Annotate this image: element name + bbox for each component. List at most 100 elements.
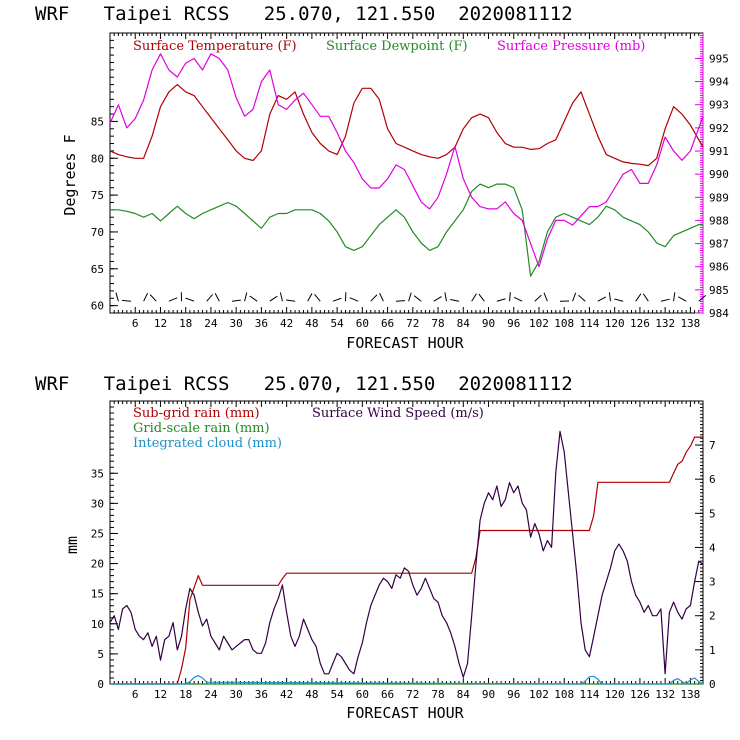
x-tick-label: 42	[280, 688, 293, 701]
x-tick-label: 138	[680, 688, 700, 701]
x-tick-label: 60	[356, 688, 369, 701]
panel-2-x-axis-label: FORECAST HOUR	[346, 704, 464, 722]
wind-barbs	[115, 292, 707, 302]
wind-barb	[185, 297, 195, 302]
x-tick-label: 114	[580, 317, 600, 330]
wind-barb	[314, 293, 321, 302]
x-tick-label: 126	[630, 688, 650, 701]
x-tick-label: 30	[230, 317, 243, 330]
wind-barb	[496, 298, 506, 302]
wind-barb	[168, 297, 178, 302]
wind-barb	[307, 293, 313, 302]
wind-barb	[597, 296, 607, 302]
x-tick-label: 36	[255, 317, 268, 330]
y-left-tick-label: 25	[91, 527, 104, 540]
panel-1-x-axis-label: FORECAST HOUR	[346, 334, 464, 352]
x-tick-label: 132	[655, 688, 675, 701]
x-tick-label: 90	[482, 317, 495, 330]
x-tick-label: 78	[431, 317, 444, 330]
wind-barb	[635, 293, 642, 302]
y-right-tick-label: 3	[709, 576, 716, 589]
wind-barb	[395, 300, 405, 302]
y-left-tick-label: 80	[91, 152, 104, 165]
y-left-tick-label: 75	[91, 189, 104, 202]
wind-barb	[269, 295, 278, 302]
surface-temperature-line	[109, 84, 704, 167]
y-left-tick-label: 70	[91, 226, 104, 239]
x-tick-label: 42	[280, 317, 293, 330]
wind-barb	[433, 296, 442, 302]
y-right-tick-label: 0	[709, 678, 716, 691]
legend-surface-wind-speed: Surface Wind Speed (m/s)	[312, 406, 484, 421]
x-tick-label: 66	[381, 688, 394, 701]
wind-barb	[608, 292, 611, 302]
x-tick-label: 96	[507, 317, 520, 330]
wind-barb	[206, 294, 214, 302]
x-tick-label: 36	[255, 688, 268, 701]
x-tick-label: 12	[154, 317, 167, 330]
panel-2-title: WRF Taipei RCSS 25.070, 121.550 20200811…	[35, 373, 573, 395]
x-tick-label: 138	[680, 317, 700, 330]
y-left-tick-label: 30	[91, 497, 104, 510]
y-right-tick-label: 995	[709, 52, 729, 65]
legend-surface-temperature: Surface Temperature (F)	[133, 39, 297, 54]
y-right-tick-label: 1	[709, 644, 716, 657]
x-tick-label: 84	[457, 688, 471, 701]
sub-grid-rain-line	[110, 436, 703, 685]
wind-barb	[214, 293, 220, 302]
x-tick-label: 114	[580, 688, 600, 701]
y-left-tick-label: 20	[91, 558, 104, 571]
y-right-tick-label: 993	[709, 99, 729, 112]
wind-barb	[578, 294, 586, 302]
wind-barb	[534, 294, 542, 302]
x-tick-label: 18	[179, 688, 192, 701]
wind-barb	[379, 292, 384, 302]
y-right-tick-label: 987	[709, 238, 729, 251]
legend-sub-grid-rain: Sub-grid rain (mm)	[133, 406, 260, 421]
y-right-tick-label: 2	[709, 610, 716, 623]
surface-dewpoint-line	[110, 183, 703, 277]
x-tick-label: 54	[330, 688, 344, 701]
x-tick-label: 72	[406, 688, 419, 701]
x-tick-label: 48	[305, 317, 318, 330]
y-right-tick-label: 990	[709, 168, 729, 181]
x-tick-label: 72	[406, 317, 419, 330]
wind-barb	[444, 292, 447, 302]
x-tick-label: 6	[132, 317, 139, 330]
x-tick-label: 6	[132, 688, 139, 701]
panel-1-y-axis-label: Degrees F	[61, 134, 79, 215]
x-tick-label: 54	[330, 317, 344, 330]
x-tick-label: 48	[305, 688, 318, 701]
x-tick-label: 30	[230, 688, 243, 701]
wind-barb	[513, 296, 523, 302]
integrated-cloud-line	[110, 675, 704, 685]
panel-2-series	[109, 430, 704, 685]
y-right-tick-label: 994	[709, 76, 729, 89]
y-right-tick-label: 986	[709, 261, 729, 274]
wind-barb	[642, 293, 649, 302]
wind-barb	[450, 299, 460, 302]
y-right-tick-label: 989	[709, 191, 729, 204]
y-right-tick-label: 988	[709, 214, 729, 227]
panel-2-y-axis-label: mm	[63, 536, 81, 554]
wind-barb	[143, 292, 149, 302]
legend-surface-pressure: Surface Pressure (mb)	[497, 39, 645, 54]
x-tick-label: 12	[154, 688, 167, 701]
x-tick-label: 84	[457, 317, 471, 330]
wind-barb	[286, 299, 296, 302]
legend-integrated-cloud: Integrated cloud (mm)	[133, 436, 282, 451]
x-tick-label: 108	[554, 317, 574, 330]
y-left-tick-label: 60	[91, 300, 104, 313]
panel-1-series	[109, 53, 704, 277]
wind-barb	[543, 292, 548, 302]
x-tick-label: 24	[204, 317, 218, 330]
x-tick-label: 66	[381, 317, 394, 330]
y-left-tick-label: 85	[91, 115, 104, 128]
x-tick-label: 126	[630, 317, 650, 330]
legend-surface-dewpoint: Surface Dewpoint (F)	[326, 39, 468, 54]
panel-2-ticks: 6 12 18 24 30 36 42 48 54 60 66 72 78 84 90 96 102 108 114…	[91, 401, 716, 701]
panel-1-ticks: 6 12 18 24 30 36 42 48 54 60 66 72 78 84 90 96 102 108 114…	[91, 33, 729, 330]
wind-barb	[572, 292, 577, 302]
y-right-tick-label: 5	[709, 507, 716, 520]
